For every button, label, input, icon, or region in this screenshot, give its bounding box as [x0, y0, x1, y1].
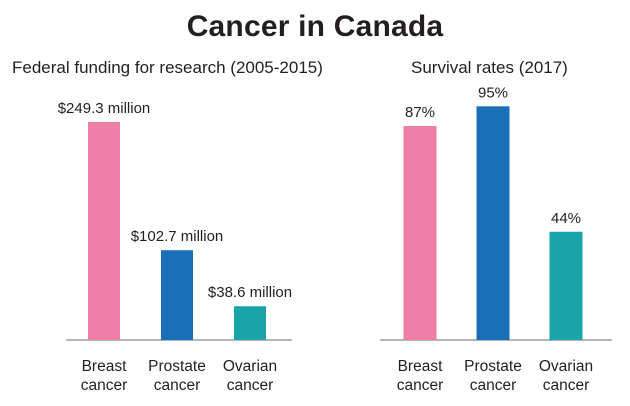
bar-breast-funding: [88, 122, 120, 340]
tick-label-prostate-survival: Prostate: [464, 358, 522, 375]
tick-label-prostate-survival: cancer: [470, 377, 517, 394]
data-label-prostate-funding: $102.7 million: [131, 228, 224, 245]
bar-prostate-funding: [161, 250, 193, 340]
survival-bar-chart: 87% Breast cancer 95% Prostate cancer 44% Ovari…: [380, 84, 612, 394]
tick-label-prostate-funding: cancer: [154, 377, 201, 394]
tick-label-breast-funding: Breast: [82, 358, 127, 375]
page-title: Cancer in Canada: [186, 10, 444, 43]
tick-label-breast-survival: Breast: [398, 358, 443, 375]
tick-label-prostate-funding: Prostate: [148, 358, 206, 375]
data-label-ovarian-funding: $38.6 million: [208, 284, 292, 301]
bar-breast-survival: [403, 125, 437, 340]
data-label-breast-survival: 87%: [405, 104, 435, 121]
tick-label-breast-survival: cancer: [397, 377, 444, 394]
tick-label-breast-funding: cancer: [81, 377, 128, 394]
funding-bar-chart: $249.3 million Breast cancer $102.7 million…: [58, 100, 292, 394]
bar-ovarian-funding: [234, 306, 266, 340]
bar-ovarian-survival: [549, 231, 583, 340]
chart-title-survival: Survival rates (2017): [411, 58, 568, 77]
bar-prostate-survival: [476, 106, 510, 340]
data-label-prostate-survival: 95%: [478, 84, 508, 101]
tick-label-ovarian-survival: cancer: [543, 377, 590, 394]
tick-label-ovarian-funding: Ovarian: [223, 358, 277, 375]
tick-label-ovarian-funding: cancer: [227, 377, 274, 394]
chart-title-funding: Federal funding for research (2005-2015): [12, 58, 323, 77]
data-label-breast-funding: $249.3 million: [58, 100, 151, 117]
tick-label-ovarian-survival: Ovarian: [539, 358, 593, 375]
data-label-ovarian-survival: 44%: [551, 210, 581, 227]
